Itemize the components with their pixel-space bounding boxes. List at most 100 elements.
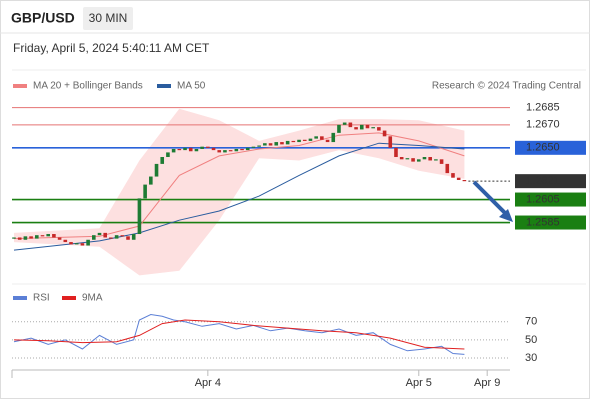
candle: [217, 150, 222, 153]
legend-swatch: [62, 296, 76, 300]
candle: [308, 138, 313, 141]
candle: [17, 237, 22, 240]
candle: [160, 157, 165, 164]
candle: [109, 237, 113, 239]
candle: [348, 122, 353, 128]
level-label: 1.2621: [526, 175, 560, 187]
candle: [388, 136, 393, 148]
candle: [57, 237, 62, 240]
candle: [411, 158, 415, 162]
legend-label: 9MA: [82, 293, 103, 304]
candle: [97, 232, 102, 236]
candle: [171, 148, 176, 153]
candle: [188, 147, 193, 152]
level-label: 1.2670: [526, 119, 560, 131]
candle: [40, 235, 45, 237]
candle: [223, 150, 227, 153]
forecast-arrow: [472, 180, 510, 218]
candle: [228, 150, 233, 152]
candle: [257, 145, 261, 147]
candle: [46, 234, 51, 237]
indicator-line: [13, 313, 465, 355]
symbol: GBP/USD: [11, 10, 75, 26]
candle: [320, 136, 324, 140]
level-box: [515, 215, 586, 230]
moving-average: [13, 142, 465, 251]
credit: Research © 2024 Trading Central: [432, 81, 581, 92]
candle: [80, 243, 85, 246]
candle: [428, 157, 432, 161]
legend-swatch: [157, 84, 171, 88]
candle: [92, 235, 96, 240]
candle: [399, 157, 404, 160]
candle: [325, 139, 330, 143]
legend-swatch: [13, 296, 27, 300]
level-box: [515, 192, 586, 207]
level-label: 1.2650: [526, 142, 560, 154]
candle: [131, 234, 136, 240]
candle: [234, 148, 239, 152]
timestamp: Friday, April 5, 2024 5:40:11 AM CET: [13, 41, 210, 55]
x-tick-label: Apr 4: [195, 377, 221, 389]
moving-average: [13, 132, 465, 240]
candle: [149, 176, 153, 185]
candle: [29, 236, 33, 239]
candle: [126, 236, 130, 240]
candle: [382, 130, 387, 137]
level-box: [515, 140, 586, 155]
level-box: [515, 174, 586, 189]
y-tick-label: 50: [525, 334, 537, 346]
candle: [451, 173, 455, 178]
candle: [445, 163, 450, 174]
candle: [291, 140, 296, 143]
candle: [342, 122, 347, 125]
candle: [422, 157, 427, 160]
y-tick-label: 70: [525, 316, 537, 328]
bollinger-band: [14, 108, 465, 276]
candle: [103, 232, 108, 238]
interval-box: [83, 7, 133, 30]
candle: [394, 147, 398, 158]
candle: [245, 147, 250, 151]
candle: [377, 127, 381, 131]
legend-label: MA 20 + Bollinger Bands: [33, 81, 143, 92]
candle: [206, 146, 210, 148]
candle: [263, 143, 267, 146]
candle: [211, 147, 216, 151]
candle: [166, 152, 170, 158]
candle: [337, 124, 341, 133]
candle: [456, 177, 461, 180]
indicator-line: [13, 319, 465, 350]
candle: [114, 235, 119, 239]
candle: [439, 159, 444, 164]
candle: [285, 140, 290, 145]
candle: [74, 243, 79, 245]
candle: [302, 139, 307, 141]
legend-label: RSI: [33, 293, 50, 304]
candle: [137, 198, 142, 235]
candle: [183, 147, 187, 151]
candle: [359, 124, 364, 130]
candle: [434, 159, 438, 161]
candle: [280, 142, 284, 145]
candle: [35, 235, 39, 239]
level-label: 1.2605: [526, 193, 560, 205]
candle: [69, 242, 73, 245]
candle: [365, 124, 370, 129]
candle: [354, 127, 358, 130]
candle: [177, 148, 182, 151]
y-tick-label: 30: [525, 352, 537, 364]
candle: [462, 180, 467, 182]
level-label: 1.2585: [526, 216, 560, 228]
candle: [63, 239, 68, 243]
candle: [86, 239, 90, 246]
candle: [251, 146, 256, 148]
x-tick-label: Apr 9: [474, 377, 500, 389]
candle: [405, 158, 410, 160]
x-tick-label: Apr 5: [406, 377, 432, 389]
forecast-arrow-head: [499, 209, 513, 222]
candle: [200, 146, 204, 149]
candle: [274, 142, 279, 146]
